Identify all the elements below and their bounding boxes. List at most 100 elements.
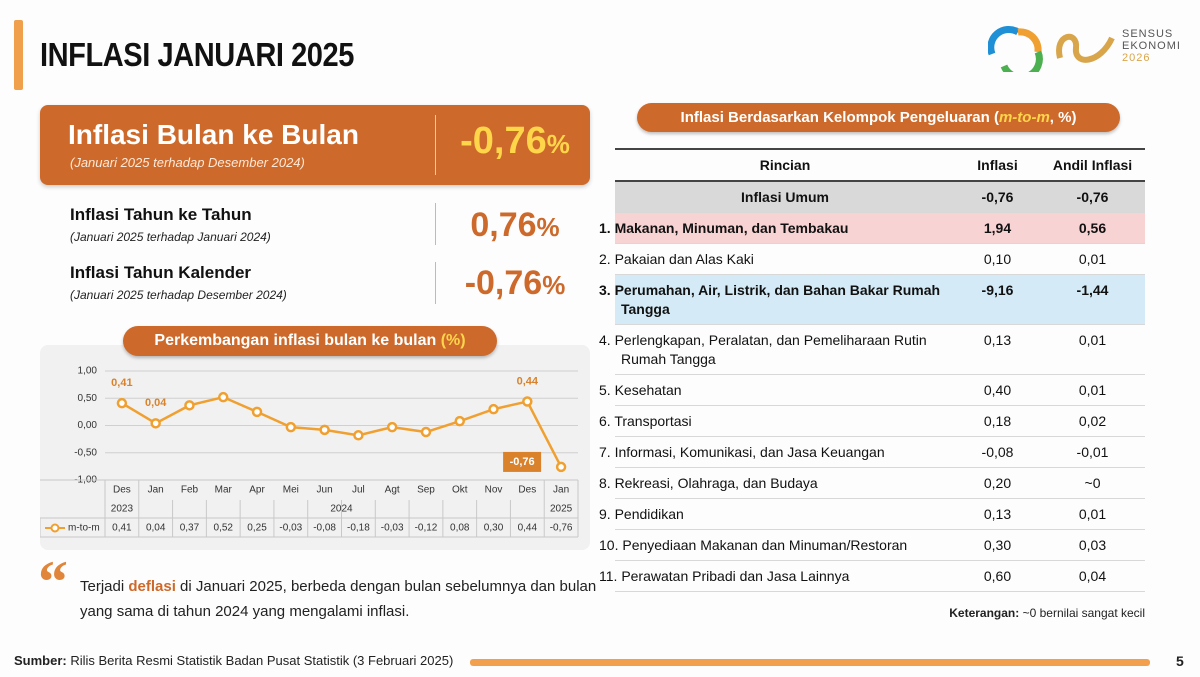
inflation-table: Rincian Inflasi Andil Inflasi Inflasi Um… bbox=[599, 148, 1145, 592]
footer-line bbox=[470, 659, 1150, 666]
ytd-note: (Januari 2025 terhadap Desember 2024) bbox=[70, 288, 287, 302]
data-point bbox=[184, 400, 195, 411]
legend-label: m-to-m bbox=[68, 523, 100, 534]
cell-value: 0,13 bbox=[955, 498, 1040, 530]
data-point bbox=[251, 406, 263, 418]
data-point bbox=[150, 418, 161, 429]
x-tick-label: Sep bbox=[417, 485, 435, 496]
column-header: Andil Inflasi bbox=[1040, 148, 1145, 182]
logo-text: SENSUS EKONOMI 2026 bbox=[1122, 28, 1181, 64]
row-label: 5. Kesehatan bbox=[599, 374, 955, 406]
cell-value: 0,01 bbox=[1040, 374, 1145, 406]
cell-value: 0,40 bbox=[955, 374, 1040, 406]
quote-text: Terjadi bbox=[80, 578, 129, 595]
row-label: 6. Transportasi bbox=[599, 405, 955, 437]
x-tick-label: Mar bbox=[215, 485, 233, 496]
chart-title: Perkembangan inflasi bulan ke bulan bbox=[154, 332, 437, 349]
table-row: Inflasi Umum -0,76 -0,76 bbox=[615, 181, 1145, 213]
value-cell: 0,44 bbox=[518, 523, 538, 534]
data-point bbox=[218, 391, 229, 403]
cell-value: 0,56 bbox=[1040, 212, 1145, 244]
table-title-pill: Inflasi Berdasarkan Kelompok Pengeluaran… bbox=[637, 103, 1120, 132]
legend-marker bbox=[50, 523, 60, 533]
cell-value: 0,02 bbox=[1040, 405, 1145, 437]
mtm-note: (Januari 2025 terhadap Desember 2024) bbox=[70, 155, 305, 170]
quote-text: di Januari 2025, berbeda dengan bulan se… bbox=[80, 578, 597, 620]
logo-arc bbox=[1017, 28, 1042, 53]
x-tick-label: Des bbox=[113, 485, 131, 496]
logo-arc bbox=[1000, 50, 1043, 72]
header-row: Rincian Inflasi Andil Inflasi bbox=[615, 148, 1145, 182]
x-tick-label: Agt bbox=[385, 485, 400, 496]
table-row: 11. Perawatan Pribadi dan Jasa Lainnya 0,… bbox=[599, 560, 1145, 592]
yoy-note: (Januari 2025 terhadap Januari 2024) bbox=[70, 230, 271, 244]
table-row: 9. Pendidikan 0,13 0,01 bbox=[599, 498, 1145, 530]
logo-line: EKONOMI bbox=[1122, 40, 1181, 52]
value-cell: -0,03 bbox=[279, 523, 302, 534]
unit: % bbox=[542, 270, 566, 300]
x-tick-label: Feb bbox=[181, 485, 199, 496]
data-point bbox=[285, 421, 297, 433]
note: Keterangan: ~0 bernilai sangat kecil bbox=[949, 606, 1145, 620]
source-text: Rilis Berita Resmi Statistik Badan Pusat… bbox=[66, 653, 454, 668]
unit: % bbox=[536, 212, 560, 242]
cell-value: 0,01 bbox=[1040, 498, 1145, 530]
x-tick-label: Jun bbox=[317, 485, 333, 496]
x-tick-label: Des bbox=[518, 485, 536, 496]
cell-value: -0,08 bbox=[955, 436, 1040, 468]
ytd-label: Inflasi Tahun Kalender bbox=[70, 263, 252, 282]
unit: % bbox=[546, 129, 570, 159]
cell-value: 0,60 bbox=[955, 560, 1040, 592]
chart-title-pill: Perkembangan inflasi bulan ke bulan (%) bbox=[123, 326, 497, 356]
slide-title: INFLASI JANUARI 2025 bbox=[40, 36, 354, 73]
value-cell: 0,25 bbox=[247, 523, 267, 534]
value: -0,76 bbox=[460, 120, 547, 162]
cell-value: -9,16 bbox=[955, 274, 1040, 325]
cell-value: 0,20 bbox=[955, 467, 1040, 499]
value-cell: 0,08 bbox=[450, 523, 470, 534]
divider bbox=[435, 203, 436, 245]
table-row: 1. Makanan, Minuman, dan Tembakau 1,94 0,5… bbox=[599, 212, 1145, 244]
cell-value: 0,18 bbox=[955, 405, 1040, 437]
value-cell: 0,30 bbox=[484, 523, 504, 534]
table-row: 6. Transportasi 0,18 0,02 bbox=[599, 405, 1145, 437]
table-row: 3. Perumahan, Air, Listrik, dan Bahan Ba… bbox=[599, 274, 1145, 325]
row-label: 4. Perlengkapan, Peralatan, dan Pemeliha… bbox=[599, 324, 955, 375]
yoy-value: 0,76% bbox=[440, 206, 590, 245]
table-title-em: m-to-m bbox=[998, 109, 1050, 126]
cell-value: 1,94 bbox=[955, 212, 1040, 244]
logo bbox=[988, 25, 1115, 72]
logo-line: 2026 bbox=[1122, 52, 1151, 64]
accent-bar bbox=[14, 20, 23, 90]
x-tick-label: Okt bbox=[452, 485, 468, 496]
note-label: Keterangan: bbox=[949, 606, 1020, 620]
x-tick-label: Nov bbox=[485, 485, 503, 496]
cell-value: 0,04 bbox=[1040, 560, 1145, 592]
cell-value: 0,01 bbox=[1040, 243, 1145, 275]
cell-value: 0,03 bbox=[1040, 529, 1145, 561]
chart-panel bbox=[40, 345, 590, 550]
row-label: 3. Perumahan, Air, Listrik, dan Bahan Ba… bbox=[599, 274, 955, 325]
x-tick-label: Jan bbox=[553, 485, 569, 496]
value: -0,76 bbox=[464, 264, 543, 302]
source-label: Sumber: bbox=[14, 653, 67, 668]
data-label: 0,44 bbox=[517, 375, 539, 387]
quote-highlight: deflasi bbox=[128, 578, 176, 595]
logo-arc bbox=[988, 25, 1020, 56]
cell-value: 0,13 bbox=[955, 324, 1040, 375]
divider bbox=[435, 262, 436, 304]
data-point bbox=[420, 426, 432, 438]
data-point bbox=[454, 415, 465, 427]
y-tick-label: 1,00 bbox=[78, 366, 98, 377]
data-label: -0,76 bbox=[510, 456, 535, 468]
ytd-value: -0,76% bbox=[440, 264, 590, 303]
footer: Sumber: Rilis Berita Resmi Statistik Bad… bbox=[14, 653, 453, 668]
cell-value: -1,44 bbox=[1040, 274, 1145, 325]
table-title-end: , %) bbox=[1049, 109, 1077, 126]
value-cell: -0,08 bbox=[313, 523, 336, 534]
data-point bbox=[488, 403, 499, 415]
table-row: 5. Kesehatan 0,40 0,01 bbox=[599, 374, 1145, 406]
note-text: ~0 bernilai sangat kecil bbox=[1019, 606, 1145, 620]
cell-value: 0,10 bbox=[955, 243, 1040, 275]
mtm-label: Inflasi Bulan ke Bulan bbox=[68, 119, 359, 150]
